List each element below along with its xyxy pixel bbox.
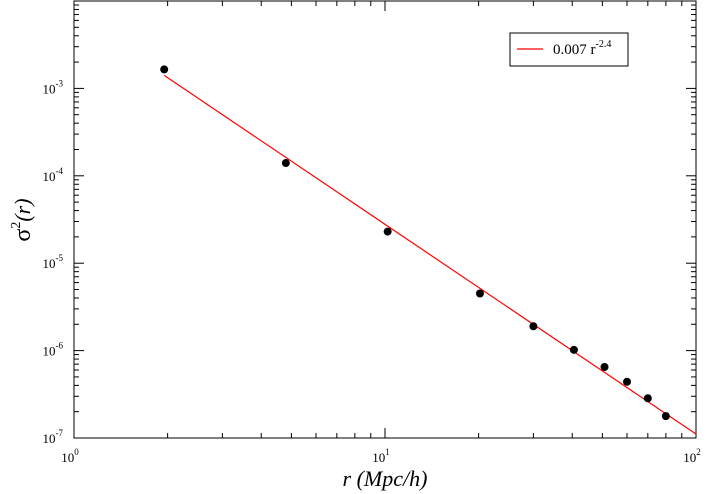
y-tick-label-exp: -3 bbox=[56, 78, 64, 88]
legend-label-fit: 0.007 r-2.4 bbox=[553, 39, 611, 58]
x-axis-title: r (Mpc/h) bbox=[343, 466, 428, 491]
plot-frame bbox=[73, 0, 697, 439]
x-tick-label: 101 bbox=[372, 447, 390, 465]
legend: 0.007 r-2.4 bbox=[509, 32, 629, 67]
y-tick-label-base: 10 bbox=[43, 169, 56, 184]
data-point bbox=[569, 345, 578, 354]
y-tick-label-base: 10 bbox=[43, 431, 56, 446]
legend-label-text: 0.007 r bbox=[553, 42, 596, 58]
y-tick-label: 10-3 bbox=[43, 78, 64, 96]
x-axis-ticks: 100 101 102 bbox=[61, 1, 701, 465]
x-tick-label: 102 bbox=[683, 447, 701, 465]
y-tick-label-exp: -5 bbox=[56, 253, 64, 263]
fit-line bbox=[163, 74, 697, 435]
data-point bbox=[281, 159, 290, 168]
y-axis-title-base: σ bbox=[10, 229, 36, 242]
x-tick-label-exp: 0 bbox=[74, 447, 79, 457]
x-tick-label-exp: 1 bbox=[385, 447, 390, 457]
data-point bbox=[160, 65, 169, 74]
y-axis-title-rest: (r) bbox=[10, 198, 35, 221]
y-axis-title-sup: 2 bbox=[9, 222, 24, 229]
series-layer bbox=[160, 65, 697, 435]
y-tick-label-base: 10 bbox=[43, 81, 56, 96]
x-tick-label-base: 10 bbox=[683, 450, 696, 465]
y-tick-label-base: 10 bbox=[43, 256, 56, 271]
y-axis-ticks: 10-710-610-510-410-3 bbox=[43, 4, 696, 446]
x-tick-label-base: 10 bbox=[61, 450, 74, 465]
y-tick-label-exp: -6 bbox=[56, 341, 64, 351]
y-tick-label: 10-4 bbox=[43, 166, 64, 184]
data-point bbox=[600, 362, 609, 371]
y-tick-label: 10-7 bbox=[43, 428, 64, 446]
y-tick-label-exp: -4 bbox=[56, 166, 64, 176]
svg-text:σ2(r): σ2(r) bbox=[9, 198, 36, 241]
x-tick-label-exp: 2 bbox=[696, 447, 701, 457]
y-tick-label-exp: -7 bbox=[56, 428, 64, 438]
y-tick-label: 10-6 bbox=[43, 341, 64, 359]
y-tick-label: 10-5 bbox=[43, 253, 64, 271]
legend-label-exp: -2.4 bbox=[596, 39, 612, 50]
data-point bbox=[623, 377, 632, 386]
x-tick-label: 100 bbox=[61, 447, 79, 465]
data-point bbox=[475, 289, 484, 298]
data-point bbox=[661, 412, 670, 421]
data-point bbox=[383, 227, 392, 236]
data-point bbox=[643, 394, 652, 403]
x-tick-label-base: 10 bbox=[372, 450, 385, 465]
y-tick-label-base: 10 bbox=[43, 344, 56, 359]
data-point bbox=[529, 322, 538, 331]
y-axis-title: σ2(r) bbox=[9, 198, 36, 241]
